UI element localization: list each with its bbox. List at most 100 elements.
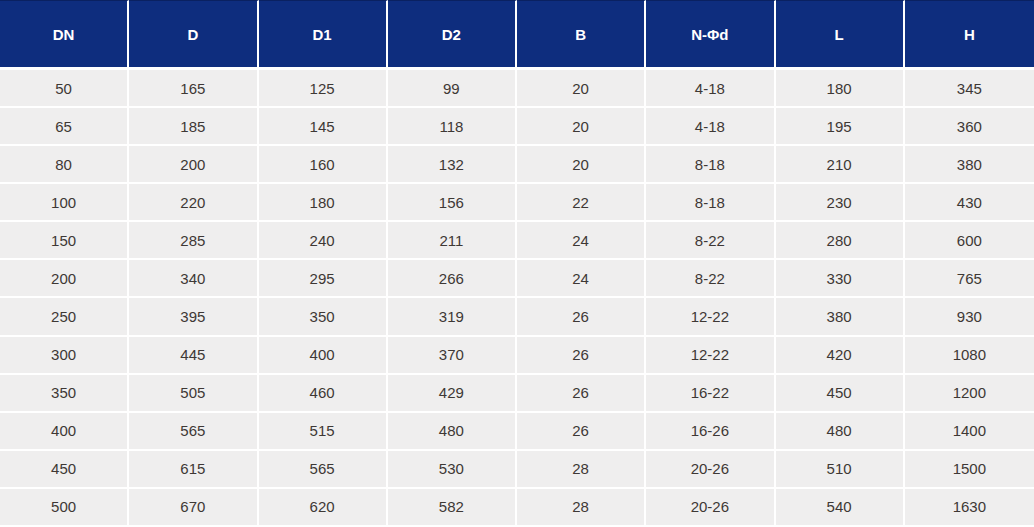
table-cell: 20-26 [646,489,775,527]
table-cell: 429 [388,375,517,413]
table-cell: 125 [259,70,388,108]
table-cell: 118 [388,108,517,146]
table-cell: 20 [517,108,646,146]
table-cell: 185 [129,108,258,146]
column-header-b: B [517,0,646,70]
table-cell: 582 [388,489,517,527]
column-header-dn: DN [0,0,129,70]
table-cell: 28 [517,451,646,489]
table-cell: 515 [259,413,388,451]
table-cell: 16-26 [646,413,775,451]
table-cell: 80 [0,146,129,184]
table-cell: 765 [905,260,1034,298]
table-cell: 445 [129,337,258,375]
table-row: 65185145118204-18195360 [0,108,1034,146]
table-cell: 500 [0,489,129,527]
table-cell: 99 [388,70,517,108]
table-cell: 530 [388,451,517,489]
table-cell: 380 [905,146,1034,184]
table-row: 2503953503192612-22380930 [0,298,1034,336]
table-cell: 1630 [905,489,1034,527]
table-cell: 400 [259,337,388,375]
table-cell: 1200 [905,375,1034,413]
column-header-d: D [129,0,258,70]
table-row: 4005655154802616-264801400 [0,413,1034,451]
column-header-n-d: N-Φd [646,0,775,70]
table-cell: 220 [129,184,258,222]
table-cell: 350 [259,298,388,336]
table-cell: 200 [129,146,258,184]
table-cell: 16-22 [646,375,775,413]
table-cell: 22 [517,184,646,222]
table-cell: 180 [259,184,388,222]
table-cell: 930 [905,298,1034,336]
table-cell: 165 [129,70,258,108]
table-cell: 20 [517,70,646,108]
table-cell: 65 [0,108,129,146]
table-cell: 200 [0,260,129,298]
table-row: 100220180156228-18230430 [0,184,1034,222]
table-cell: 24 [517,222,646,260]
table-cell: 230 [776,184,905,222]
table-cell: 26 [517,413,646,451]
dimension-spec-table: DNDD1D2BN-ΦdLH 5016512599204-18180345651… [0,0,1034,527]
table-cell: 24 [517,260,646,298]
column-header-d2: D2 [388,0,517,70]
table-cell: 319 [388,298,517,336]
header-row: DNDD1D2BN-ΦdLH [0,0,1034,70]
table-cell: 150 [0,222,129,260]
table-row: 200340295266248-22330765 [0,260,1034,298]
table-cell: 345 [905,70,1034,108]
table-body: 5016512599204-1818034565185145118204-181… [0,70,1034,527]
table-cell: 370 [388,337,517,375]
table-cell: 615 [129,451,258,489]
table-cell: 540 [776,489,905,527]
table-header: DNDD1D2BN-ΦdLH [0,0,1034,70]
table-row: 5006706205822820-265401630 [0,489,1034,527]
table-cell: 565 [259,451,388,489]
table-cell: 250 [0,298,129,336]
table-cell: 510 [776,451,905,489]
table-cell: 600 [905,222,1034,260]
table-cell: 450 [776,375,905,413]
table-row: 150285240211248-22280600 [0,222,1034,260]
table-cell: 350 [0,375,129,413]
table-cell: 280 [776,222,905,260]
table-cell: 1080 [905,337,1034,375]
table-cell: 285 [129,222,258,260]
table-cell: 100 [0,184,129,222]
table-cell: 132 [388,146,517,184]
table-cell: 195 [776,108,905,146]
table-row: 4506155655302820-265101500 [0,451,1034,489]
table-cell: 240 [259,222,388,260]
table-cell: 480 [776,413,905,451]
table-cell: 266 [388,260,517,298]
column-header-d1: D1 [259,0,388,70]
table-cell: 620 [259,489,388,527]
table-cell: 1400 [905,413,1034,451]
table-cell: 300 [0,337,129,375]
table-cell: 330 [776,260,905,298]
table-cell: 156 [388,184,517,222]
table-cell: 380 [776,298,905,336]
column-header-h: H [905,0,1034,70]
table-cell: 450 [0,451,129,489]
table-cell: 8-18 [646,146,775,184]
table-cell: 210 [776,146,905,184]
table-cell: 670 [129,489,258,527]
table-cell: 1500 [905,451,1034,489]
table-cell: 460 [259,375,388,413]
table-cell: 8-22 [646,222,775,260]
table-cell: 565 [129,413,258,451]
table-cell: 180 [776,70,905,108]
table-row: 3004454003702612-224201080 [0,337,1034,375]
table-row: 5016512599204-18180345 [0,70,1034,108]
table-cell: 20 [517,146,646,184]
table-cell: 420 [776,337,905,375]
table-cell: 400 [0,413,129,451]
table-cell: 480 [388,413,517,451]
table-cell: 8-18 [646,184,775,222]
table-cell: 145 [259,108,388,146]
table-cell: 12-22 [646,298,775,336]
dimension-table-container: DNDD1D2BN-ΦdLH 5016512599204-18180345651… [0,0,1034,527]
